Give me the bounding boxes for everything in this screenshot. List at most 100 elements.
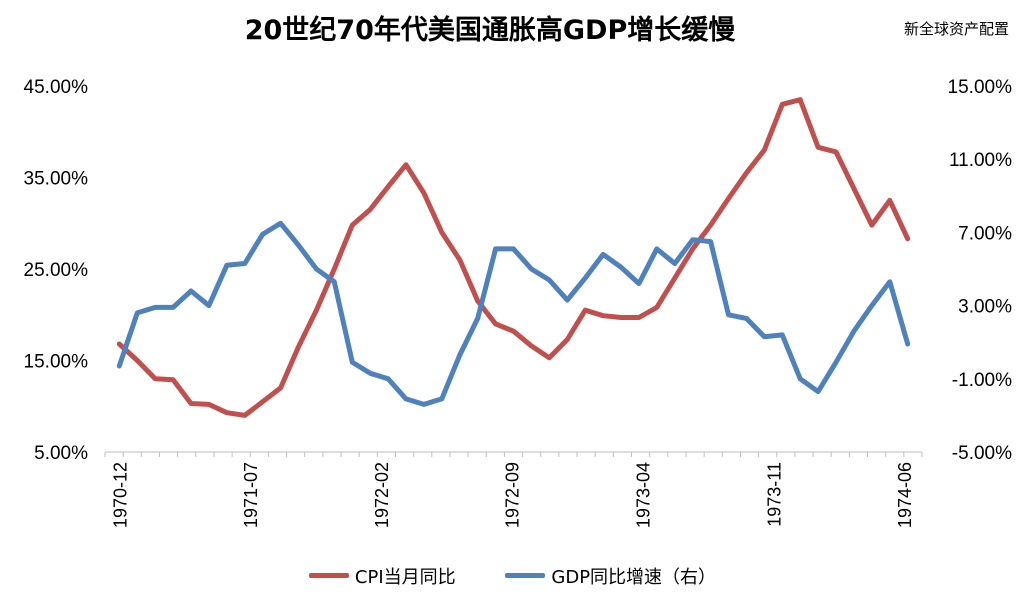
data-point-cpi bbox=[566, 338, 569, 341]
x-tick-label: 1971-07 bbox=[241, 462, 261, 528]
data-point-cpi bbox=[404, 163, 408, 166]
data-point-gdp bbox=[494, 247, 497, 251]
data-point-gdp bbox=[691, 238, 694, 241]
data-point-gdp bbox=[798, 377, 802, 380]
data-point-gdp bbox=[727, 313, 730, 316]
data-point-cpi bbox=[118, 342, 121, 346]
data-point-cpi bbox=[315, 308, 318, 312]
data-point-gdp bbox=[888, 280, 891, 284]
y-left-tick-label: 15.00% bbox=[24, 352, 89, 373]
data-point-cpi bbox=[727, 197, 730, 200]
data-point-gdp bbox=[852, 330, 856, 333]
data-point-cpi bbox=[136, 359, 139, 362]
data-point-gdp bbox=[279, 222, 282, 225]
data-point-cpi bbox=[870, 223, 874, 227]
data-point-cpi bbox=[781, 103, 784, 106]
data-point-gdp bbox=[476, 317, 479, 320]
data-point-gdp bbox=[171, 306, 175, 309]
legend-swatch-gdp bbox=[505, 573, 546, 578]
data-point-cpi bbox=[207, 403, 211, 406]
x-tick-label: 1974-06 bbox=[895, 462, 915, 528]
data-point-gdp bbox=[870, 304, 874, 307]
x-tick-label: 1973-04 bbox=[634, 462, 654, 528]
y-right-tick-label: 15.00% bbox=[948, 77, 1013, 98]
data-point-gdp bbox=[458, 353, 461, 357]
data-point-cpi bbox=[476, 299, 479, 303]
x-tick-label: 1973-11 bbox=[764, 462, 784, 527]
data-point-gdp bbox=[118, 364, 121, 368]
data-point-gdp bbox=[816, 390, 820, 393]
legend-label-cpi: CPI当月同比 bbox=[354, 566, 456, 588]
data-point-gdp bbox=[655, 247, 659, 251]
x-tick-label: 1972-02 bbox=[372, 462, 392, 528]
data-point-gdp bbox=[207, 304, 211, 307]
data-point-gdp bbox=[189, 289, 193, 293]
data-point-cpi bbox=[906, 237, 909, 241]
data-point-cpi bbox=[798, 98, 802, 101]
series-line-cpi bbox=[116, 97, 911, 418]
data-point-cpi bbox=[834, 150, 838, 154]
data-point-cpi bbox=[386, 185, 390, 188]
data-point-gdp bbox=[315, 267, 318, 271]
data-point-gdp bbox=[368, 372, 372, 375]
data-point-cpi bbox=[583, 308, 587, 312]
data-point-cpi bbox=[512, 330, 515, 333]
data-point-gdp bbox=[386, 377, 390, 380]
data-point-cpi bbox=[351, 223, 354, 227]
data-point-cpi bbox=[763, 148, 766, 152]
y-left-tick-label: 45.00% bbox=[24, 77, 89, 98]
data-point-cpi bbox=[637, 316, 641, 319]
y-left-tick-label: 5.00% bbox=[34, 443, 88, 464]
y-right-tick-label: 7.00% bbox=[958, 223, 1012, 244]
data-point-gdp bbox=[709, 240, 712, 243]
legend-label-gdp: GDP同比增速（右） bbox=[551, 566, 717, 588]
data-point-gdp bbox=[333, 280, 336, 284]
legend-item-gdp: GDP同比增速（右） bbox=[505, 563, 716, 589]
data-point-cpi bbox=[440, 231, 444, 234]
data-point-cpi bbox=[619, 316, 623, 319]
data-point-cpi bbox=[709, 223, 712, 227]
data-point-cpi bbox=[458, 258, 461, 262]
legend-item-cpi: CPI当月同比 bbox=[308, 563, 456, 589]
data-point-cpi bbox=[243, 414, 246, 417]
data-point-cpi bbox=[548, 356, 551, 359]
data-point-gdp bbox=[745, 317, 748, 320]
chart-title: 20世纪70年代美国通胀高GDP增长缓慢 bbox=[244, 15, 736, 46]
x-tick-label: 1970-12 bbox=[110, 462, 130, 528]
data-point-cpi bbox=[673, 276, 676, 280]
data-point-gdp bbox=[781, 333, 784, 337]
data-point-gdp bbox=[225, 264, 229, 267]
y-right-tick-label: 3.00% bbox=[958, 297, 1012, 318]
legend: CPI当月同比 GDP同比增速（右） bbox=[0, 562, 1025, 589]
data-point-gdp bbox=[619, 265, 623, 269]
data-point-cpi bbox=[691, 247, 694, 251]
y-right-tick-label: 11.00% bbox=[949, 150, 1012, 171]
data-point-cpi bbox=[297, 345, 300, 348]
data-point-cpi bbox=[530, 344, 533, 348]
data-point-gdp bbox=[512, 247, 515, 251]
data-point-cpi bbox=[745, 171, 748, 175]
y-right-tick-label: -1.00% bbox=[952, 370, 1012, 391]
data-point-gdp bbox=[530, 267, 533, 271]
data-point-cpi bbox=[368, 208, 372, 211]
data-point-gdp bbox=[637, 282, 641, 285]
data-point-gdp bbox=[548, 278, 551, 282]
data-point-cpi bbox=[601, 314, 605, 317]
data-point-gdp bbox=[351, 361, 354, 364]
data-point-cpi bbox=[888, 199, 891, 202]
data-point-cpi bbox=[494, 322, 497, 326]
data-point-gdp bbox=[673, 262, 676, 265]
source-note: 新全球资产配置 bbox=[903, 20, 1009, 38]
data-point-gdp bbox=[906, 342, 909, 346]
x-tick-label: 1972-09 bbox=[503, 462, 523, 528]
data-point-cpi bbox=[261, 400, 264, 403]
series-line-gdp bbox=[116, 220, 911, 407]
data-point-gdp bbox=[566, 298, 569, 302]
y-left-tick-label: 35.00% bbox=[24, 169, 89, 190]
data-point-gdp bbox=[261, 233, 264, 236]
y-right-tick-label: -5.00% bbox=[952, 443, 1012, 464]
data-point-cpi bbox=[655, 306, 659, 309]
data-point-gdp bbox=[440, 397, 444, 401]
data-point-cpi bbox=[171, 378, 175, 381]
data-point-gdp bbox=[243, 262, 246, 265]
